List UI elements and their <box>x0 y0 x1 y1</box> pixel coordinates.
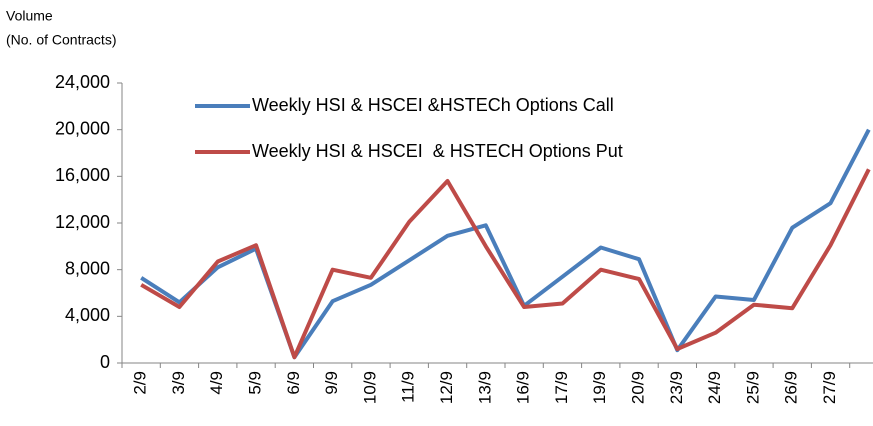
x-tick-label: 16/9 <box>514 371 533 404</box>
y-tick-label: 0 <box>100 352 110 372</box>
x-tick-label: 10/9 <box>360 371 379 404</box>
y-tick-label: 20,000 <box>55 118 110 138</box>
x-tick-label: 20/9 <box>629 371 648 404</box>
legend-label: Weekly HSI & HSCEI & HSTECH Options Put <box>252 141 623 161</box>
x-tick-label: 23/9 <box>667 371 686 404</box>
x-tick-label: 25/9 <box>743 371 762 404</box>
x-tick-label: 11/9 <box>399 371 418 403</box>
x-tick-label: 26/9 <box>782 371 801 404</box>
x-tick-label: 12/9 <box>437 371 456 404</box>
legend-label: Weekly HSI & HSCEI &HSTECh Options Call <box>252 95 614 115</box>
y-tick-label: 8,000 <box>65 258 110 278</box>
x-tick-label: 24/9 <box>705 371 724 404</box>
y-tick-label: 16,000 <box>55 165 110 185</box>
x-tick-label: 13/9 <box>475 371 494 404</box>
x-tick-label: 9/9 <box>322 371 341 395</box>
series-line <box>140 168 871 360</box>
x-tick-label: 6/9 <box>284 371 303 395</box>
x-tick-label: 4/9 <box>207 371 226 395</box>
x-tick-label: 19/9 <box>590 371 609 404</box>
y-axis-label: Volume <box>6 8 53 24</box>
series-line <box>140 128 871 360</box>
x-tick-label: 3/9 <box>169 371 188 395</box>
x-tick-label: 27/9 <box>820 371 839 404</box>
x-tick-label: 17/9 <box>552 371 571 404</box>
y-axis-label: (No. of Contracts) <box>6 32 116 48</box>
x-tick-label: 2/9 <box>131 371 150 395</box>
y-tick-label: 24,000 <box>55 72 110 92</box>
y-tick-label: 12,000 <box>55 212 110 232</box>
y-tick-label: 4,000 <box>65 305 110 325</box>
x-tick-label: 5/9 <box>246 371 265 395</box>
